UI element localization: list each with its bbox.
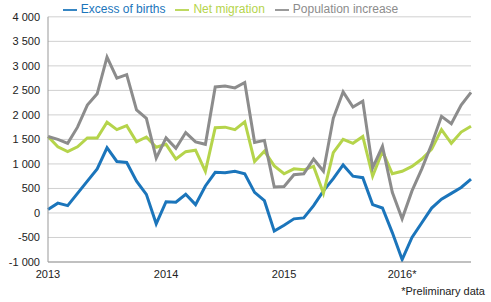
svg-text:-1 000: -1 000	[9, 256, 40, 268]
html-text:Population increase: Population increase	[292, 2, 399, 16]
svg-text:4 000: 4 000	[12, 11, 40, 23]
svg-text:500: 500	[22, 182, 40, 194]
svg-text:-500: -500	[18, 231, 40, 243]
html-text:*Preliminary data: *Preliminary data	[401, 285, 485, 297]
svg-text:1 000: 1 000	[12, 158, 40, 170]
svg-text:0: 0	[34, 207, 40, 219]
svg-text:2014: 2014	[154, 268, 178, 280]
svg-text:3 000: 3 000	[12, 60, 40, 72]
html-text:Excess of births: Excess of births	[80, 2, 166, 16]
svg-text:2 000: 2 000	[12, 109, 40, 121]
svg-text:1 500: 1 500	[12, 133, 40, 145]
svg-text:2 500: 2 500	[12, 84, 40, 96]
svg-text:2016*: 2016*	[388, 268, 417, 280]
svg-text:2013: 2013	[36, 268, 60, 280]
svg-text:2015: 2015	[272, 268, 296, 280]
html-text:Net migration: Net migration	[193, 2, 265, 16]
svg-text:3 500: 3 500	[12, 35, 40, 47]
